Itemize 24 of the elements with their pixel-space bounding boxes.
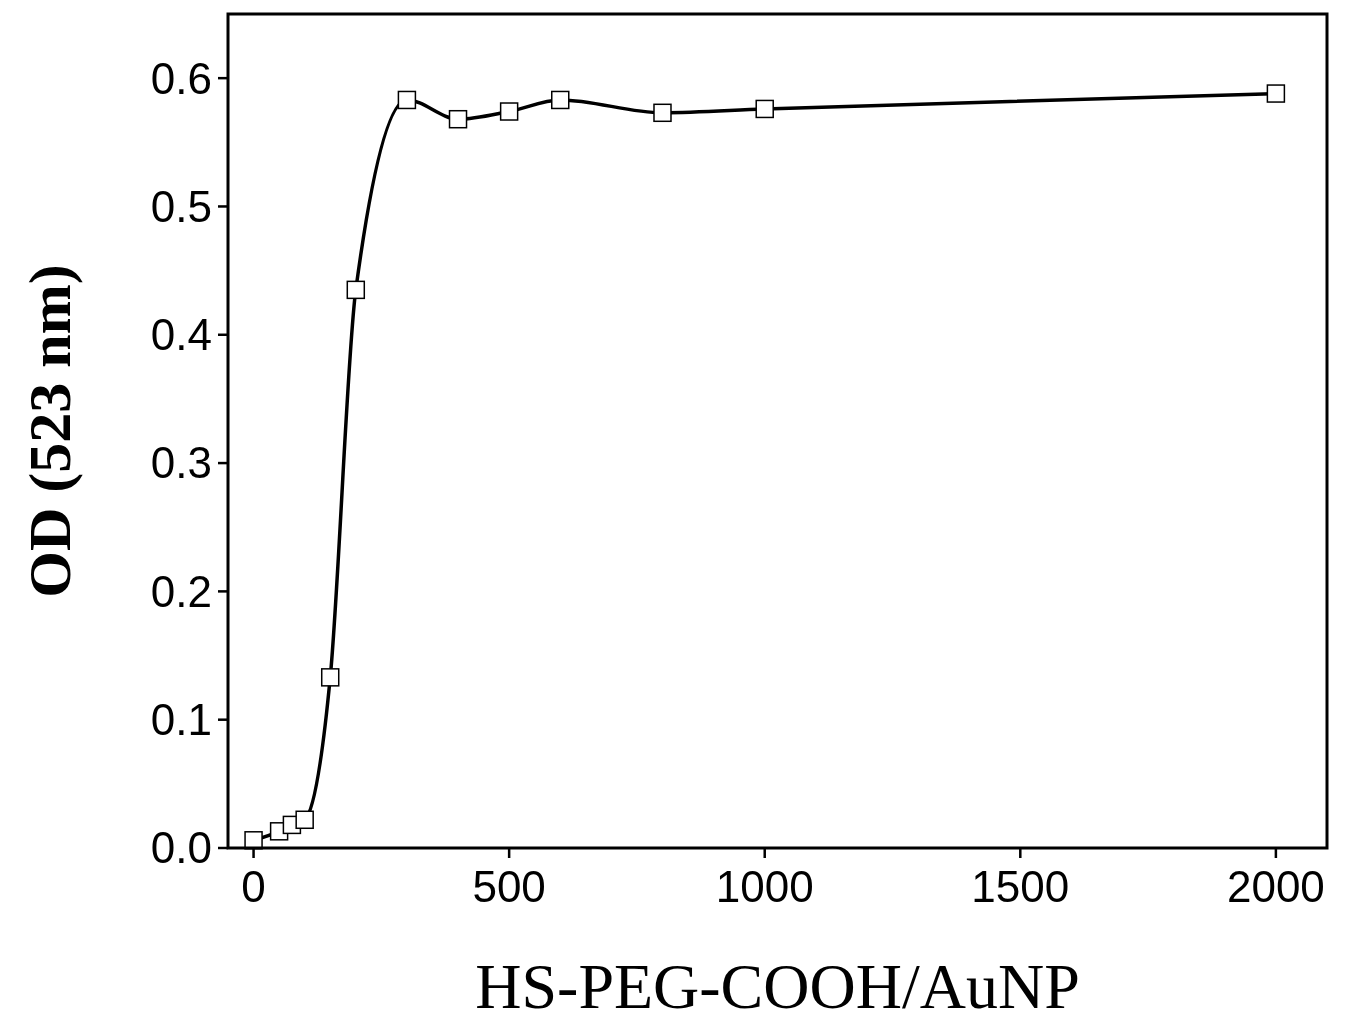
point (397, 90, 417, 110)
y-axis-title: OD (523 nm) (17, 264, 83, 598)
x-tick-label: 1500 (971, 862, 1070, 911)
point (499, 102, 519, 121)
point (1266, 84, 1286, 103)
y-tick-label: 0.2 (150, 566, 212, 616)
y-tick-label: 0.6 (150, 53, 212, 103)
y-tick-label: 0.5 (150, 181, 212, 231)
point (346, 280, 366, 300)
y-tick-label: 0.0 (150, 823, 212, 873)
x-tick-label: 500 (472, 862, 546, 911)
x-axis-title: HS-PEG-COOH/AuNP (475, 951, 1080, 1022)
point (320, 668, 340, 687)
x-tick-label: 1000 (715, 862, 814, 911)
x-tick-label: 2000 (1226, 862, 1325, 911)
y-tick-label: 0.4 (150, 310, 212, 360)
point (295, 810, 314, 830)
point (653, 103, 672, 123)
y-tick-label: 0.3 (150, 438, 212, 488)
point (755, 99, 774, 119)
point (551, 90, 570, 110)
point (448, 109, 468, 129)
x-tick-label: 0 (241, 862, 266, 911)
y-tick-label: 0.1 (150, 695, 212, 745)
